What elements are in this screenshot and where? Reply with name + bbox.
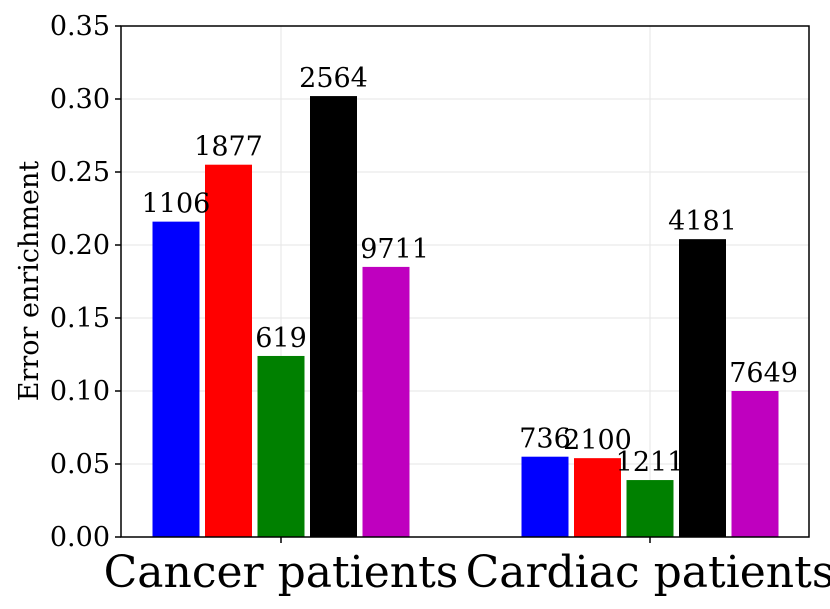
- y-tick-label: 0.15: [50, 303, 110, 334]
- bar-series-3-2: [626, 480, 674, 537]
- y-tick-label: 0.20: [50, 230, 110, 261]
- y-tick-label: 0.05: [50, 449, 110, 480]
- bar-series-5-1: [362, 266, 410, 537]
- bar-value-label: 2100: [563, 425, 632, 456]
- bar-value-labels: 1106 736 1877 2100 619 1211 2564 4181 19711 17649: [142, 63, 798, 478]
- bar-value-label: 1106: [142, 189, 211, 220]
- bar-value-label: 619: [255, 323, 307, 354]
- bar-series-5-2: [731, 391, 779, 537]
- bar-value-label: 2564: [299, 63, 368, 94]
- bar-series-4-2: [679, 239, 726, 537]
- axis-ticks: 0.00 0.05 0.10 0.15 0.20 0.25 0.30 0.35 Cancer p…: [50, 11, 830, 598]
- bar-series-1-1: [152, 221, 200, 537]
- bar-value-label: 736: [519, 424, 571, 455]
- plot-frame: [120, 25, 810, 538]
- y-tick-label: 0.35: [50, 11, 110, 42]
- x-category-label: Cardiac patients: [466, 547, 830, 598]
- y-tick-label: 0.00: [50, 522, 110, 553]
- bar-value-label: 1211: [616, 447, 685, 478]
- bar-value-label: 19711: [343, 234, 429, 265]
- bar-value-label: 17649: [712, 358, 798, 389]
- y-axis-label: Error enrichment: [14, 161, 45, 402]
- bar-value-label: 4181: [668, 206, 737, 237]
- bars: [152, 96, 779, 537]
- y-tick-label: 0.25: [50, 157, 110, 188]
- y-tick-label: 0.30: [50, 84, 110, 115]
- bar-series-3-1: [257, 355, 305, 537]
- y-tick-label: 0.10: [50, 376, 110, 407]
- bar-series-2-1: [205, 164, 252, 537]
- bar-series-1-2: [521, 456, 569, 537]
- bar-series-2-2: [574, 458, 621, 537]
- x-category-label: Cancer patients: [104, 547, 459, 598]
- bar-value-label: 1877: [194, 132, 263, 163]
- bar-series-4-1: [310, 96, 357, 537]
